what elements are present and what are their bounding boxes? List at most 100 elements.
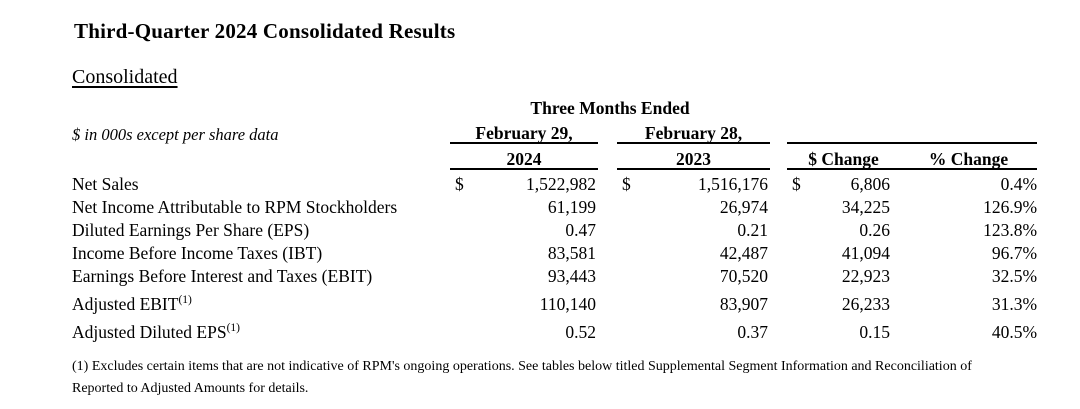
row-label: Net Income Attributable to RPM Stockhold… [72, 193, 450, 216]
value-2024-cell: 93,443 [450, 262, 598, 285]
value-2023-cell: 26,974 [617, 193, 770, 216]
empty-cell [72, 143, 450, 169]
value-2023: 0.21 [737, 219, 769, 240]
column-spacer [598, 239, 617, 262]
percent-change-value: 31.3% [991, 293, 1038, 314]
row-label-text: Net Sales [72, 173, 139, 194]
row-label-text: Adjusted EBIT [72, 293, 179, 314]
value-2023: 1,516,176 [698, 173, 769, 194]
empty-cell [770, 96, 1037, 117]
column-spacer [770, 169, 787, 193]
value-2024-cell: 83,581 [450, 239, 598, 262]
dollar-change-value: 34,225 [841, 196, 891, 217]
value-2023-cell: 70,520 [617, 262, 770, 285]
table-row: Net Sales $1,522,982 $1,516,176 $6,806 0… [72, 169, 1037, 193]
empty-cell [72, 96, 450, 117]
footnote-marker: (1) [178, 293, 192, 306]
value-2023: 83,907 [719, 293, 769, 314]
percent-change-value: 40.5% [991, 321, 1038, 342]
column-spacer [770, 285, 787, 313]
column-spacer [770, 117, 787, 143]
column-header-percent-change: % Change [900, 143, 1038, 170]
dollar-change-cell: 41,094 [787, 239, 900, 262]
row-label-text: Adjusted Diluted EPS [72, 321, 227, 342]
dollar-change-cell: 26,233 [787, 285, 900, 313]
column-spacer [598, 143, 617, 169]
value-2024: 93,443 [547, 265, 596, 286]
value-2023-cell: 42,487 [617, 239, 770, 262]
column-spacer [770, 313, 787, 341]
row-label: Adjusted EBIT(1) [72, 285, 450, 313]
column-header-2023: 2023 [617, 143, 771, 170]
column-spacer [598, 193, 617, 216]
percent-change-value: 0.4% [1000, 173, 1038, 194]
column-header-2024: 2024 [450, 143, 598, 170]
table-header: Three Months Ended $ in 000s except per … [72, 96, 1038, 170]
table-row: Income Before Income Taxes (IBT) 83,581 … [72, 239, 1037, 262]
column-header-dollar-change: $ Change [787, 143, 901, 170]
dollar-change-value: 6,806 [850, 173, 891, 194]
value-2023-cell: 83,907 [617, 285, 770, 313]
row-label-text: Earnings Before Interest and Taxes (EBIT… [72, 265, 373, 286]
dollar-change-cell: 0.26 [787, 216, 900, 239]
row-label: Net Sales [72, 169, 450, 193]
row-label-text: Net Income Attributable to RPM Stockhold… [72, 196, 398, 217]
value-2023: 42,487 [719, 242, 769, 263]
dollar-change-value: 22,923 [841, 265, 891, 286]
dollar-change-cell: $6,806 [787, 169, 900, 193]
dollar-change-cell: 0.15 [787, 313, 900, 341]
change-section-rule [787, 117, 1038, 144]
group-header-row: Three Months Ended [72, 96, 1037, 117]
percent-change-value: 32.5% [991, 265, 1038, 286]
column-spacer [598, 313, 617, 341]
dollar-change-cell: 34,225 [787, 193, 900, 216]
table-row: Diluted Earnings Per Share (EPS) 0.47 0.… [72, 216, 1037, 239]
column-spacer [770, 216, 787, 239]
dollar-change-value: 26,233 [841, 293, 891, 314]
value-2023: 0.37 [737, 321, 769, 342]
row-label: Adjusted Diluted EPS(1) [72, 313, 450, 341]
value-2024: 110,140 [539, 293, 596, 314]
column-header-feb-28: February 28, [617, 117, 771, 144]
table-body: Net Sales $1,522,982 $1,516,176 $6,806 0… [72, 169, 1037, 341]
row-label: Diluted Earnings Per Share (EPS) [72, 216, 450, 239]
value-2023: 26,974 [719, 196, 769, 217]
column-spacer [770, 262, 787, 285]
percent-change-value: 126.9% [983, 196, 1038, 217]
column-spacer [598, 117, 617, 143]
column-spacer [598, 262, 617, 285]
value-2024-cell: 0.52 [450, 313, 598, 341]
value-2024-cell: $1,522,982 [450, 169, 598, 193]
value-2024-cell: 0.47 [450, 216, 598, 239]
table-row: Earnings Before Interest and Taxes (EBIT… [72, 262, 1037, 285]
value-2024: 61,199 [547, 196, 596, 217]
column-spacer [598, 169, 617, 193]
currency-symbol: $ [455, 173, 464, 194]
row-label: Earnings Before Interest and Taxes (EBIT… [72, 262, 450, 285]
value-2024: 0.47 [565, 219, 596, 240]
dollar-change-value: 41,094 [841, 242, 891, 263]
consolidated-results-table: Three Months Ended $ in 000s except per … [72, 96, 1038, 341]
value-2024: 0.52 [565, 321, 596, 342]
units-note: $ in 000s except per share data [72, 124, 279, 144]
dollar-change-value: 0.15 [859, 321, 891, 342]
currency-symbol: $ [792, 173, 801, 194]
row-label-text: Income Before Income Taxes (IBT) [72, 242, 323, 263]
year-header-row: 2024 2023 $ Change % Change [72, 143, 1038, 170]
value-2023-cell: 0.37 [617, 313, 770, 341]
column-spacer [770, 143, 787, 169]
value-2024: 83,581 [547, 242, 596, 263]
dollar-change-cell: 22,923 [787, 262, 900, 285]
table-row: Net Income Attributable to RPM Stockhold… [72, 193, 1037, 216]
value-2023: 70,520 [719, 265, 769, 286]
percent-change-value: 123.8% [983, 219, 1038, 240]
value-2024-cell: 61,199 [450, 193, 598, 216]
currency-symbol: $ [622, 173, 631, 194]
percent-change-value: 96.7% [991, 242, 1038, 263]
value-2024-cell: 110,140 [450, 285, 598, 313]
row-label-text: Diluted Earnings Per Share (EPS) [72, 219, 310, 240]
column-spacer [770, 239, 787, 262]
value-2024: 1,522,982 [526, 173, 596, 194]
value-2023-cell: $1,516,176 [617, 169, 770, 193]
